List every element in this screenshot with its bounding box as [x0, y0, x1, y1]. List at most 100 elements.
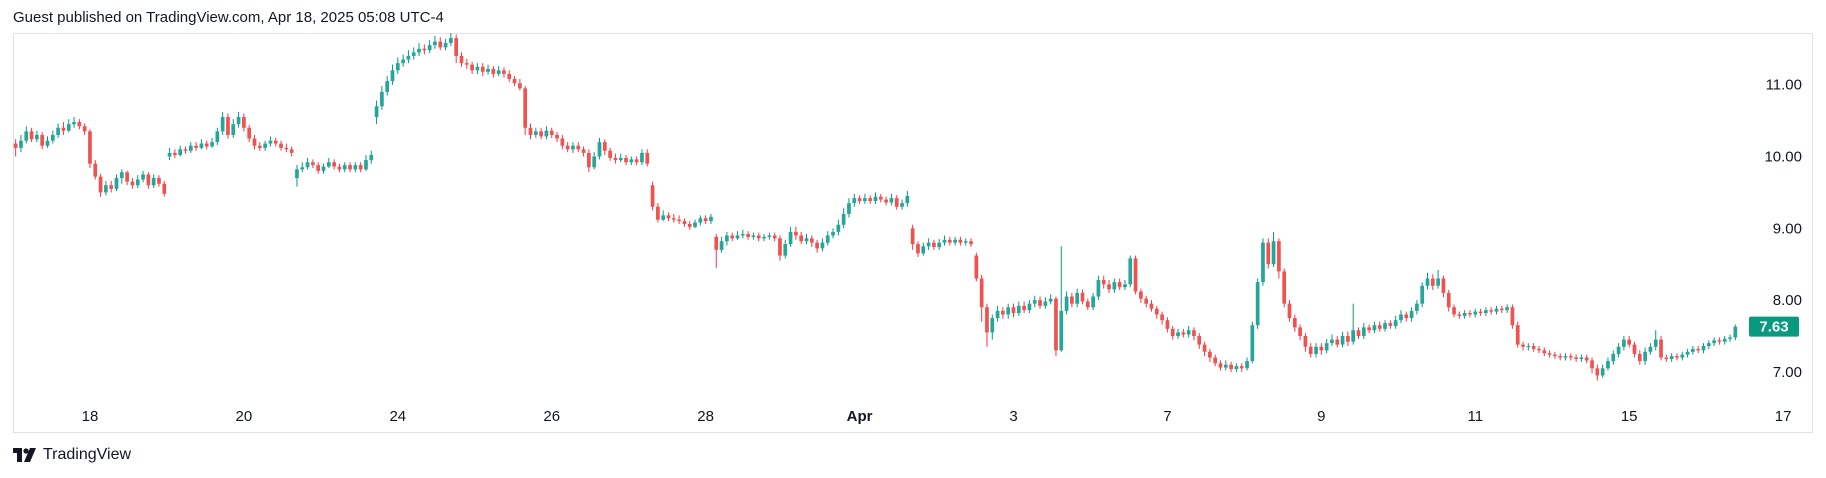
candle-up[interactable]	[1059, 310, 1064, 351]
candle-up[interactable]	[1494, 308, 1499, 312]
candle-down[interactable]	[348, 165, 352, 170]
candle-up[interactable]	[1685, 351, 1690, 355]
candle-up[interactable]	[135, 179, 140, 186]
candle-up[interactable]	[1123, 284, 1127, 288]
candle-down[interactable]	[1521, 344, 1525, 347]
candle-up[interactable]	[719, 241, 724, 250]
candle-down[interactable]	[82, 126, 87, 132]
candle-down[interactable]	[794, 231, 798, 236]
candle-down[interactable]	[289, 149, 294, 153]
candle-down[interactable]	[958, 239, 963, 243]
candle-up[interactable]	[852, 198, 857, 204]
candle-up[interactable]	[66, 124, 71, 131]
candle-down[interactable]	[1595, 368, 1600, 376]
candle-up[interactable]	[873, 196, 878, 202]
candle-down[interactable]	[480, 66, 485, 72]
candle-down[interactable]	[1038, 300, 1042, 306]
candle-down[interactable]	[1144, 298, 1149, 304]
candle-up[interactable]	[417, 48, 421, 53]
candle-up[interactable]	[995, 310, 1000, 319]
candle-down[interactable]	[88, 131, 92, 164]
candle-down[interactable]	[613, 157, 618, 161]
candle-up[interactable]	[863, 198, 867, 202]
candle-up[interactable]	[199, 143, 204, 148]
candle-down[interactable]	[1558, 356, 1563, 358]
candle-up[interactable]	[735, 235, 740, 239]
candle-down[interactable]	[671, 218, 676, 220]
candle-down[interactable]	[979, 278, 984, 308]
candle-down[interactable]	[1553, 354, 1557, 357]
candle-up[interactable]	[1436, 278, 1440, 286]
candle-up[interactable]	[1393, 320, 1398, 326]
candle-down[interactable]	[1446, 292, 1451, 308]
candle-up[interactable]	[1643, 351, 1647, 362]
candle-down[interactable]	[1165, 320, 1170, 329]
candle-up[interactable]	[1383, 323, 1387, 329]
candle-down[interactable]	[1308, 346, 1313, 354]
candle-up[interactable]	[1176, 332, 1180, 336]
candle-down[interactable]	[1627, 339, 1632, 345]
candle-up[interactable]	[380, 91, 384, 107]
candle-up[interactable]	[831, 231, 835, 236]
candle-down[interactable]	[507, 73, 512, 79]
candle-down[interactable]	[1537, 348, 1541, 351]
candle-down[interactable]	[602, 142, 607, 151]
candle-down[interactable]	[1229, 364, 1233, 370]
candle-up[interactable]	[406, 55, 411, 60]
candle-down[interactable]	[1637, 353, 1642, 362]
candle-down[interactable]	[1441, 278, 1446, 293]
candle-up[interactable]	[847, 203, 851, 214]
candle-up[interactable]	[411, 52, 416, 56]
candle-up[interactable]	[1712, 340, 1716, 344]
candle-down[interactable]	[1070, 296, 1074, 304]
candle-up[interactable]	[1563, 356, 1568, 358]
candle-up[interactable]	[1733, 326, 1738, 338]
candle-down[interactable]	[162, 183, 167, 194]
candle-up[interactable]	[1484, 310, 1488, 314]
candle-down[interactable]	[1202, 344, 1207, 352]
candle-up[interactable]	[1064, 296, 1069, 311]
candle-down[interactable]	[273, 140, 278, 144]
candle-down[interactable]	[1664, 357, 1669, 359]
candle-up[interactable]	[926, 242, 931, 247]
candle-down[interactable]	[1489, 310, 1494, 312]
candle-down[interactable]	[247, 127, 252, 139]
candle-down[interactable]	[581, 149, 586, 153]
candle-up[interactable]	[618, 157, 623, 161]
candle-down[interactable]	[1022, 305, 1026, 311]
candle-up[interactable]	[1016, 305, 1021, 314]
candle-down[interactable]	[1696, 348, 1701, 351]
candle-up[interactable]	[1234, 366, 1239, 370]
candle-up[interactable]	[395, 63, 400, 71]
candle-down[interactable]	[772, 235, 777, 239]
candle-down[interactable]	[470, 64, 474, 71]
candle-down[interactable]	[1266, 242, 1271, 265]
candle-down[interactable]	[1547, 353, 1552, 355]
candle-up[interactable]	[740, 234, 745, 236]
candle-up[interactable]	[215, 131, 220, 143]
candle-down[interactable]	[1080, 292, 1085, 302]
candle-up[interactable]	[1691, 348, 1695, 352]
candle-up[interactable]	[443, 43, 448, 48]
candle-down[interactable]	[1659, 339, 1663, 358]
candle-up[interactable]	[19, 140, 23, 148]
candle-up[interactable]	[1728, 337, 1732, 339]
candle-down[interactable]	[560, 138, 565, 146]
candle-down[interactable]	[857, 198, 862, 202]
candle-down[interactable]	[1568, 356, 1573, 358]
candle-down[interactable]	[337, 166, 342, 170]
candle-up[interactable]	[1027, 303, 1032, 311]
candle-up[interactable]	[1653, 339, 1658, 347]
candle-up[interactable]	[1701, 346, 1706, 351]
candle-down[interactable]	[226, 117, 230, 135]
candle-up[interactable]	[1579, 357, 1584, 359]
candle-down[interactable]	[491, 68, 496, 74]
candle-down[interactable]	[1298, 327, 1302, 336]
candle-up[interactable]	[963, 241, 968, 243]
candle-up[interactable]	[1324, 343, 1329, 351]
candle-down[interactable]	[974, 255, 979, 279]
candle-up[interactable]	[401, 59, 405, 64]
candle-up[interactable]	[698, 218, 703, 223]
candle-up[interactable]	[1706, 343, 1711, 347]
candle-down[interactable]	[549, 130, 554, 135]
